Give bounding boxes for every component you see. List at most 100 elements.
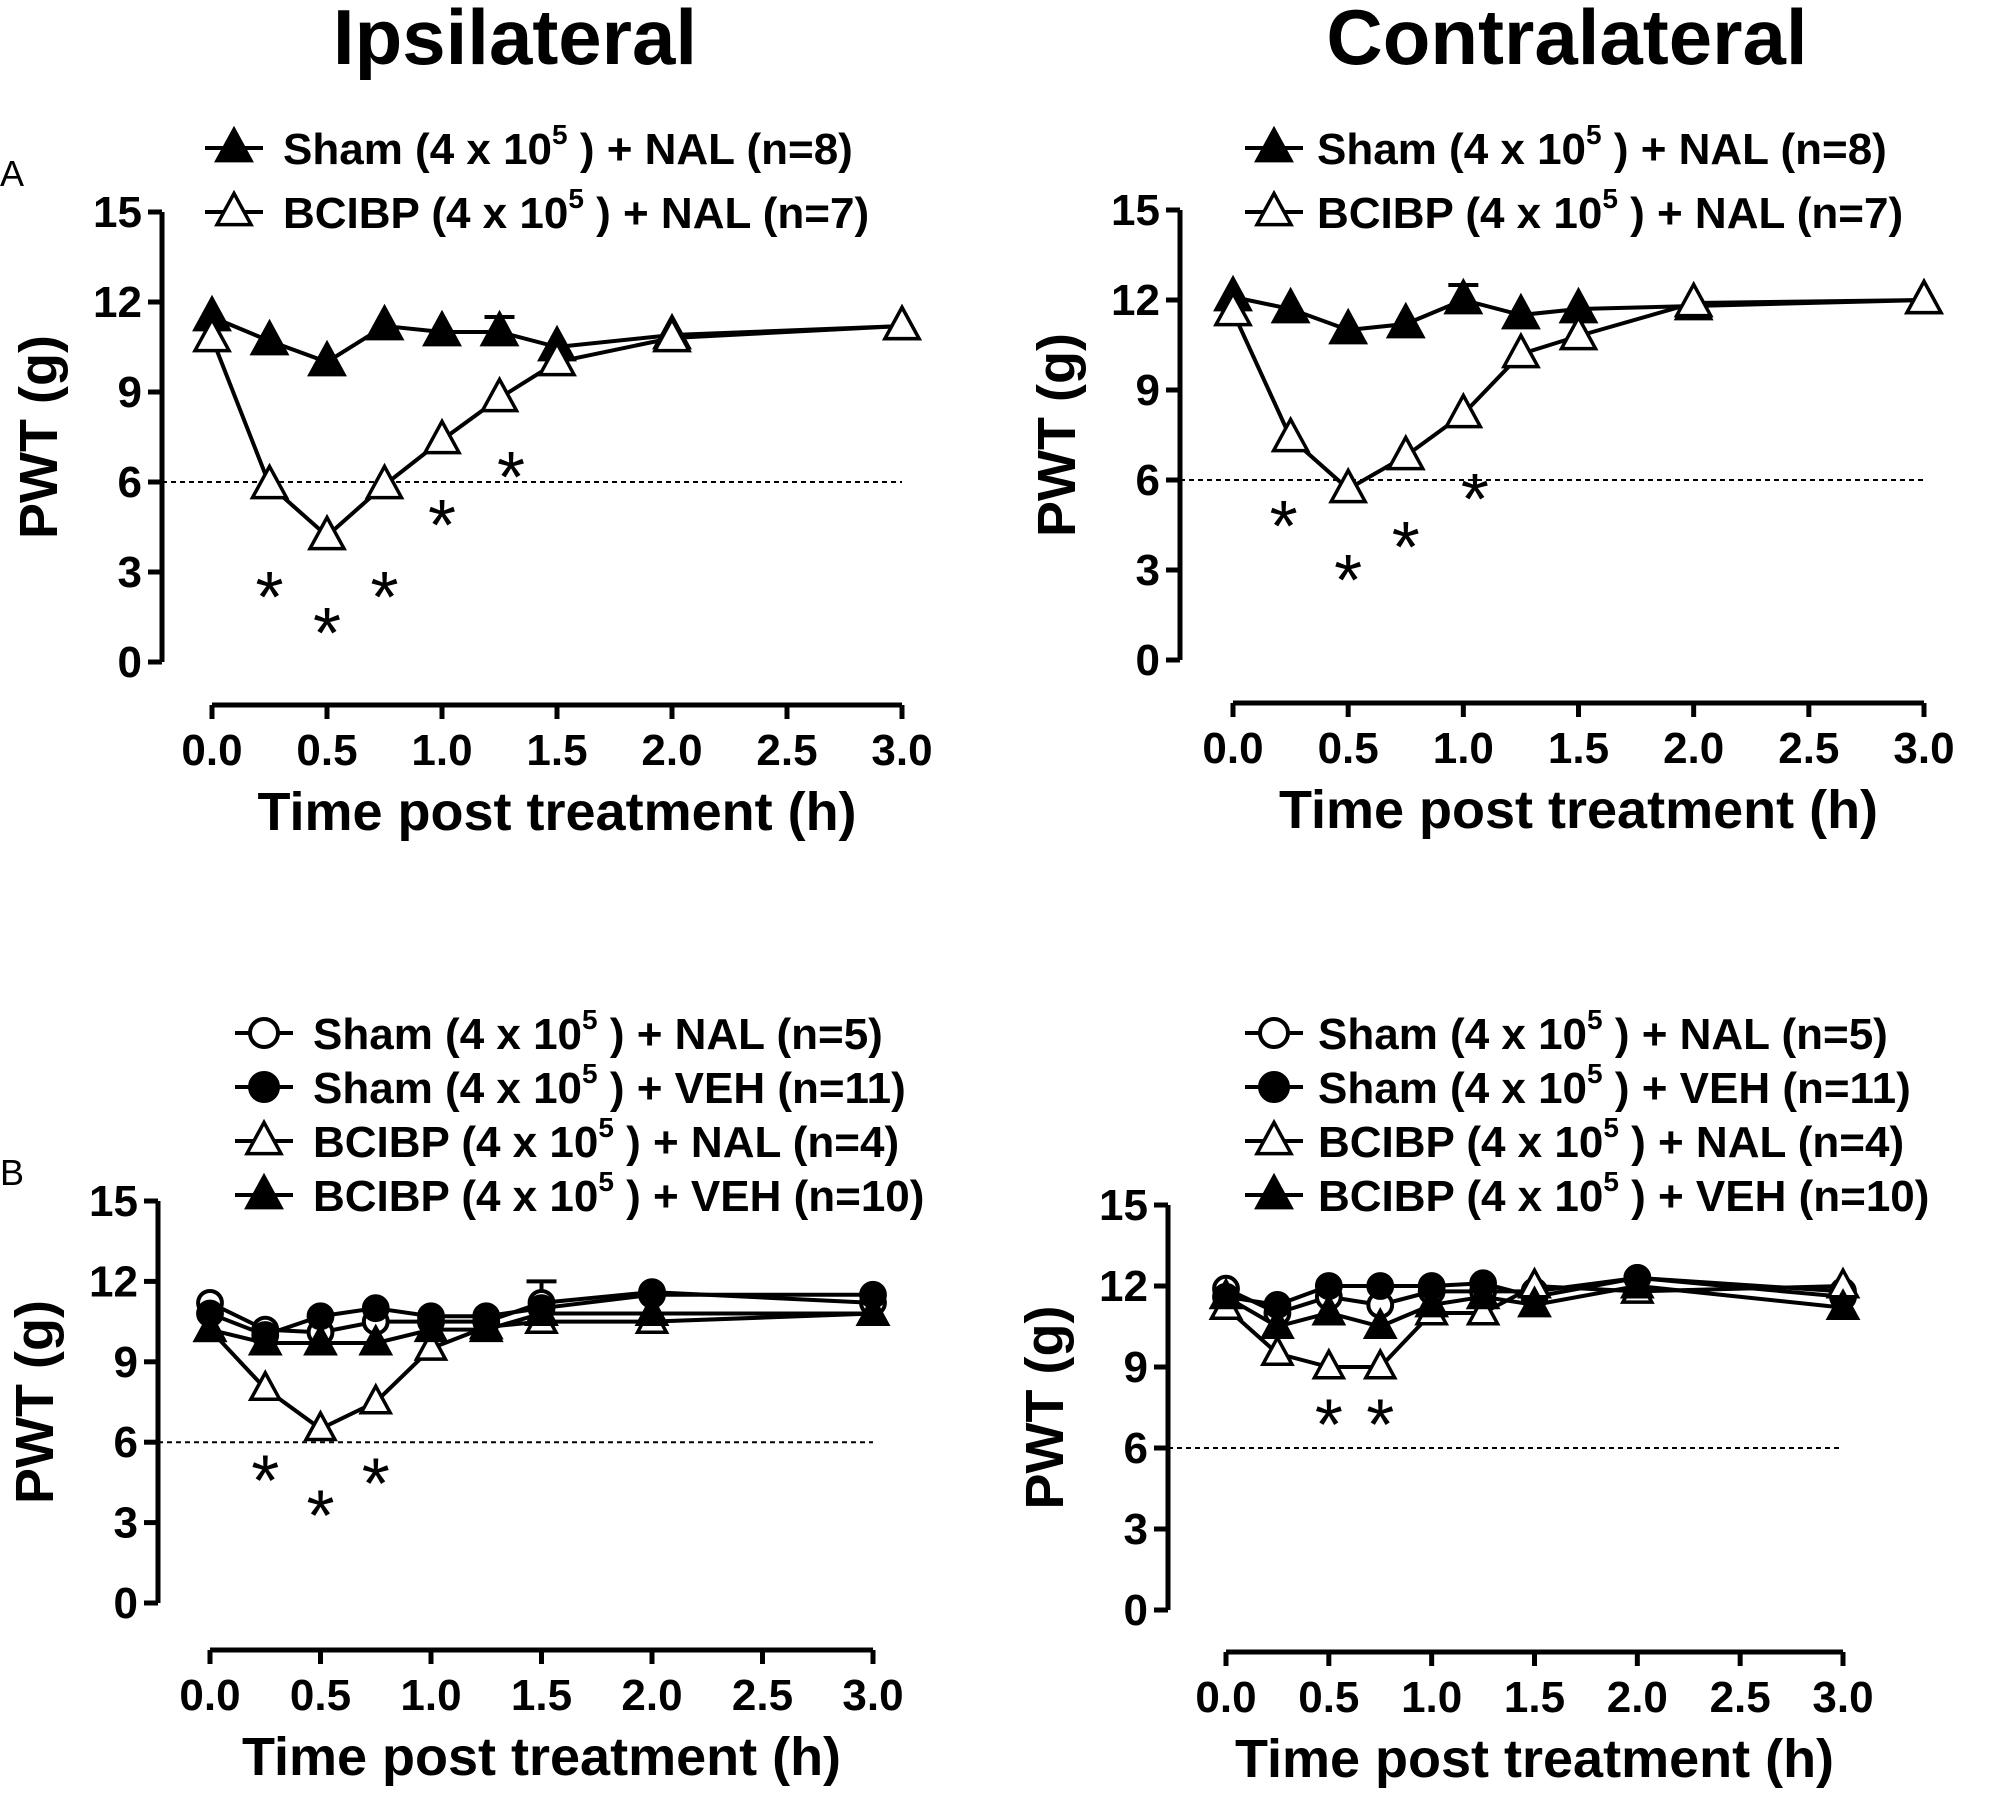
legend-label: Sham (4 x 105 ) + VEH (n=11) [1318,1058,1911,1113]
legend-label-suffix: ) + NAL (n=4) [1619,1118,1904,1167]
y-tick-label: 12 [1111,276,1160,325]
legend-entry: BCIBP (4 x 105 ) + NAL (n=4) [235,1112,899,1167]
y-tick-label: 0 [1136,636,1160,685]
data-point-triangle-open [358,1382,394,1415]
x-tick-label: 0.0 [1202,724,1263,773]
data-point-triangle-filled [1362,1307,1398,1339]
data-point-triangle-filled [303,1323,338,1356]
legend-label: BCIBP (4 x 105 ) + NAL (n=7) [283,183,869,238]
x-tick-label: 2.0 [1663,724,1724,773]
x-tick-label: 0.0 [181,726,242,775]
y-tick-label: 12 [89,1257,138,1306]
data-point-triangle-open [1362,1347,1398,1380]
y-tick-label: 0 [114,1579,138,1628]
legend-label-suffix: ) + VEH (n=10) [614,1172,925,1221]
x-tick-label: 1.5 [526,726,587,775]
data-point-triangle-open [413,1328,449,1361]
y-tick-label: 12 [93,278,142,327]
y-tick-label: 3 [1136,546,1160,595]
legend-label-exponent: 5 [1587,1004,1603,1035]
legend-label: Sham (4 x 105 ) + NAL (n=5) [1318,1004,1888,1059]
legend-label-exponent: 5 [1603,1112,1619,1143]
legend-label: BCIBP (4 x 105 ) + VEH (n=10) [313,1166,924,1221]
legend-label: Sham (4 x 105 ) + VEH (n=11) [313,1058,906,1113]
x-tick-label: 2.5 [732,1671,793,1720]
panel-letter-a: A [0,153,24,194]
data-point-triangle-filled [307,339,347,377]
data-point-triangle-open [882,303,922,341]
y-tick-label: 3 [118,548,142,597]
plot-B-contra: 0 3 6 9 12 15 PWT (g) 0.0 0.5 1.0 1.5 2.0 2.5 3.0 Time… [1015,1004,1929,1789]
legend-marker-triangle-open [1254,189,1294,227]
legend-entry: Sham (4 x 105 ) + NAL (n=5) [235,1004,883,1059]
data-point-triangle-open [1500,331,1541,369]
legend-marker-triangle-open [1254,1118,1294,1156]
legend-marker-circle-filled [1258,1071,1290,1103]
data-point-triangle-filled [1825,1288,1861,1321]
x-tick-label: 2.0 [1607,1673,1668,1722]
y-tick-label: 9 [118,368,142,417]
significance-asterisk: * [255,558,283,638]
legend-label-text: BCIBP (4 x 10 [313,1118,598,1167]
legend-label-text: BCIBP (4 x 10 [283,189,568,238]
y-tick-label: 15 [1099,1181,1148,1230]
data-point-triangle-open [1904,277,1944,315]
x-tick-label: 3.0 [1893,724,1954,773]
legend-label: BCIBP (4 x 105 ) + NAL (n=7) [1317,183,1903,238]
data-point-triangle-open [192,315,232,353]
x-tick-label: 0.5 [1298,1673,1359,1722]
data-point-triangle-open [1673,280,1714,318]
y-axis-title: PWT (g) [9,335,69,539]
data-point-triangle-open [652,315,692,353]
data-point-triangle-filled [634,1294,670,1327]
legend-marker-circle-open [248,1017,280,1049]
y-tick-label: 15 [89,1177,138,1226]
y-tick-label: 9 [1136,366,1160,415]
x-tick-label: 0.0 [179,1671,240,1720]
data-point-triangle-filled [1443,277,1484,315]
data-point-triangle-filled [1208,1277,1244,1310]
y-tick-label: 9 [114,1338,138,1387]
x-axis-title: Time post treatment (h) [257,782,856,842]
legend-label-exponent: 5 [568,183,584,214]
legend-entry: BCIBP (4 x 105 ) + NAL (n=7) [1245,183,1903,238]
data-point-triangle-filled [1465,1277,1501,1310]
data-point-triangle-open [1443,391,1484,429]
data-point-triangle-filled [1517,1285,1552,1318]
data-point-triangle-open [307,513,347,551]
x-axis-title: Time post treatment (h) [1279,780,1878,840]
legend-label: BCIBP (4 x 105 ) + VEH (n=10) [1318,1166,1929,1221]
data-point-triangle-open [1213,289,1253,327]
column-title-contralateral: Contralateral [1326,0,1807,81]
x-tick-label: 0.5 [290,1671,351,1720]
x-tick-label: 1.0 [400,1671,461,1720]
x-tick-label: 1.5 [511,1671,572,1720]
data-point-triangle-filled [1414,1285,1450,1318]
column-title-ipsilateral: Ipsilateral [333,0,697,81]
significance-asterisk: * [497,438,525,518]
legend-label-suffix: ) + VEH (n=11) [598,1064,906,1113]
y-axis-title: PWT (g) [5,1300,65,1504]
legend-label-text: BCIBP (4 x 10 [1318,1172,1603,1221]
legend-label-exponent: 5 [1602,183,1618,214]
panel-letter-b: B [0,1152,24,1193]
legend-label-text: BCIBP (4 x 10 [1317,189,1602,238]
data-point-triangle-filled [247,1323,283,1356]
data-point-triangle-filled [1385,301,1426,339]
significance-asterisk: * [1270,487,1298,567]
data-point-triangle-filled [855,1294,891,1327]
legend-entry: Sham (4 x 105 ) + NAL (n=8) [1245,119,1887,174]
y-tick-label: 12 [1099,1262,1148,1311]
y-tick-label: 6 [1136,456,1160,505]
data-point-triangle-open [1465,1293,1501,1326]
y-axis-title: PWT (g) [1015,1306,1075,1510]
x-tick-label: 2.5 [756,726,817,775]
data-point-triangle-filled [364,303,405,341]
significance-asterisk: * [1366,1386,1394,1466]
legend-entry: BCIBP (4 x 105 ) + NAL (n=4) [1245,1112,1904,1167]
legend-marker-triangle-filled [214,125,254,163]
y-tick-label: 0 [1124,1586,1148,1635]
legend-label-exponent: 5 [582,1004,598,1035]
y-tick-label: 0 [118,638,142,687]
data-point-triangle-open [1270,415,1311,453]
